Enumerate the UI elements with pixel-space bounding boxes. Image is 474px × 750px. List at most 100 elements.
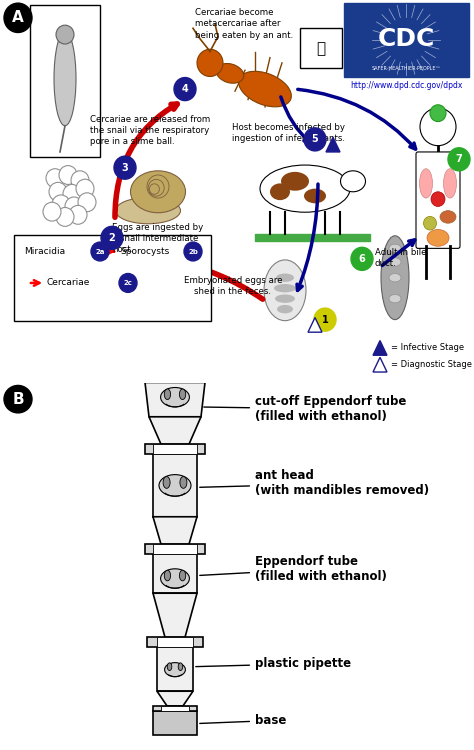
Text: Host becomes infected by
ingestion of infected ants.: Host becomes infected by ingestion of in…	[232, 122, 345, 142]
Ellipse shape	[178, 663, 183, 670]
Polygon shape	[373, 340, 387, 356]
Ellipse shape	[427, 230, 449, 246]
Text: 2a: 2a	[95, 248, 105, 254]
Polygon shape	[157, 638, 193, 647]
Text: 4: 4	[182, 84, 188, 94]
Polygon shape	[157, 647, 193, 692]
Polygon shape	[153, 593, 197, 638]
Ellipse shape	[381, 236, 409, 320]
Circle shape	[56, 208, 74, 226]
Circle shape	[49, 182, 67, 201]
Ellipse shape	[281, 172, 309, 190]
Circle shape	[119, 274, 137, 292]
Polygon shape	[145, 444, 205, 454]
Ellipse shape	[54, 32, 76, 126]
Ellipse shape	[389, 295, 401, 303]
Text: 2: 2	[109, 233, 115, 243]
Ellipse shape	[164, 663, 185, 676]
Circle shape	[174, 77, 196, 101]
Polygon shape	[147, 638, 203, 647]
FancyBboxPatch shape	[14, 235, 211, 321]
Ellipse shape	[304, 189, 326, 203]
Polygon shape	[373, 357, 387, 372]
Text: cut-off Eppendorf tube
(filled with ethanol): cut-off Eppendorf tube (filled with etha…	[204, 395, 406, 423]
Circle shape	[56, 26, 74, 44]
Polygon shape	[153, 544, 197, 554]
Text: Adult in bile
duct.: Adult in bile duct.	[375, 248, 427, 268]
Text: Cercariae: Cercariae	[47, 278, 91, 287]
Text: Cercariae become
metacercariae after
being eaten by an ant.: Cercariae become metacercariae after bei…	[195, 8, 293, 40]
Ellipse shape	[277, 305, 293, 314]
Ellipse shape	[216, 64, 244, 83]
Text: 3: 3	[122, 163, 128, 172]
Text: Sporocysts: Sporocysts	[120, 247, 169, 256]
Circle shape	[420, 108, 456, 146]
Circle shape	[101, 226, 123, 250]
Ellipse shape	[161, 388, 190, 407]
Circle shape	[69, 206, 87, 224]
Circle shape	[76, 179, 94, 198]
Ellipse shape	[161, 568, 190, 588]
Ellipse shape	[440, 211, 456, 224]
Ellipse shape	[164, 570, 171, 580]
Ellipse shape	[264, 260, 306, 321]
Circle shape	[430, 105, 446, 122]
Circle shape	[197, 50, 223, 76]
Circle shape	[46, 169, 64, 188]
Polygon shape	[145, 382, 205, 417]
Ellipse shape	[163, 476, 170, 488]
Bar	[30, 5, 100, 158]
Text: 7: 7	[456, 154, 462, 164]
Text: 6: 6	[359, 254, 365, 264]
Text: B: B	[12, 392, 24, 406]
Polygon shape	[153, 517, 197, 544]
Circle shape	[91, 242, 109, 261]
Circle shape	[448, 148, 470, 171]
Circle shape	[314, 308, 336, 332]
Ellipse shape	[130, 171, 185, 213]
Text: = Infective Stage: = Infective Stage	[391, 344, 464, 352]
Ellipse shape	[180, 570, 186, 580]
Circle shape	[63, 184, 81, 203]
Ellipse shape	[274, 284, 296, 292]
Polygon shape	[153, 706, 197, 711]
Text: Cercariae are released from
the snail via the respiratory
pore in a slime ball.: Cercariae are released from the snail vi…	[90, 116, 210, 146]
Ellipse shape	[276, 274, 294, 282]
Ellipse shape	[238, 71, 292, 106]
Text: SAFER·HEALTHIER·PEOPLE™: SAFER·HEALTHIER·PEOPLE™	[371, 65, 441, 70]
Text: 2b: 2b	[188, 248, 198, 254]
Text: base: base	[200, 714, 286, 727]
Polygon shape	[153, 454, 197, 517]
Ellipse shape	[116, 197, 181, 223]
Text: http://www.dpd.cdc.gov/dpdx: http://www.dpd.cdc.gov/dpdx	[350, 81, 462, 90]
Ellipse shape	[180, 389, 186, 400]
Circle shape	[52, 195, 70, 214]
Text: CDC: CDC	[377, 27, 435, 51]
Bar	[300, 28, 342, 68]
Ellipse shape	[260, 165, 350, 212]
FancyBboxPatch shape	[416, 152, 460, 248]
Polygon shape	[326, 137, 340, 152]
Ellipse shape	[167, 663, 172, 670]
Circle shape	[4, 3, 32, 32]
Polygon shape	[157, 692, 193, 706]
Polygon shape	[145, 544, 205, 554]
Polygon shape	[308, 317, 322, 332]
Text: 2c: 2c	[124, 280, 132, 286]
Bar	[344, 3, 469, 76]
Circle shape	[59, 166, 77, 184]
Text: 5: 5	[311, 134, 319, 145]
Circle shape	[184, 242, 202, 261]
Ellipse shape	[444, 169, 456, 198]
Ellipse shape	[275, 295, 295, 303]
Text: ant head
(with mandibles removed): ant head (with mandibles removed)	[200, 470, 429, 497]
Text: = Diagnostic Stage: = Diagnostic Stage	[391, 360, 472, 369]
Ellipse shape	[270, 184, 290, 200]
Circle shape	[304, 128, 326, 151]
Ellipse shape	[431, 192, 445, 206]
Text: plastic pipette: plastic pipette	[196, 657, 351, 670]
Ellipse shape	[180, 476, 187, 488]
Circle shape	[43, 202, 61, 221]
Text: Eppendorf tube
(filled with ethanol): Eppendorf tube (filled with ethanol)	[200, 555, 387, 583]
Circle shape	[65, 197, 83, 216]
